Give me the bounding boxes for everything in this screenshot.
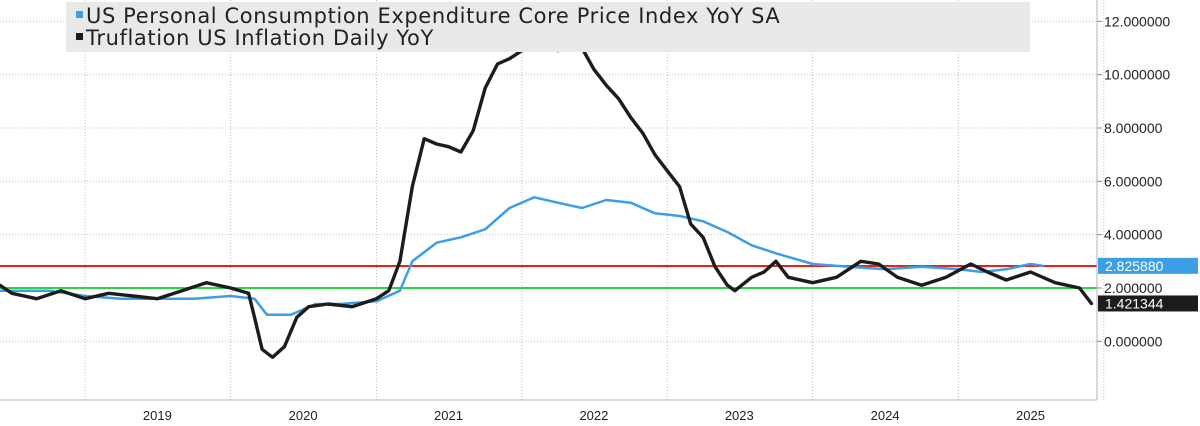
- y-axis: 0.000000 2.000000 4.000000 6.000000 8.000000…: [1097, 13, 1170, 349]
- reference-lines: [0, 264, 1097, 289]
- y-tick-label-6: 12.000000: [1104, 13, 1170, 29]
- legend: [66, 2, 1030, 52]
- series-line-0: [0, 196, 1045, 316]
- x-tick-label-2021: 2021: [434, 408, 463, 423]
- x-tick-label-2019: 2019: [143, 408, 172, 423]
- grid: [0, 0, 1105, 400]
- legend-swatch-truflation: [76, 32, 83, 40]
- x-tick-label-2025: 2025: [1016, 408, 1045, 423]
- legend-item-truflation: Truflation US Inflation Daily YoY: [76, 26, 434, 50]
- y-tick-label-5: 10.000000: [1104, 67, 1170, 83]
- x-tick-label-2020: 2020: [289, 408, 318, 423]
- x-axis: 2019 2020 2021 2022 2023 2024 2025: [143, 408, 1045, 423]
- x-tick-label-2023: 2023: [725, 408, 754, 423]
- y-tick-label-2: 4.000000: [1104, 227, 1163, 243]
- y-tick-label-3: 6.000000: [1104, 173, 1163, 189]
- legend-label-pce: US Personal Consumption Expenditure Core…: [86, 4, 781, 28]
- value-badge-label-1: 1.421344: [1105, 295, 1164, 311]
- value-badges: 2.825880 1.421344: [1098, 257, 1198, 312]
- value-badge-bg-1: [1098, 295, 1198, 312]
- y-tick-label-4: 8.000000: [1104, 120, 1163, 136]
- legend-label-truflation: Truflation US Inflation Daily YoY: [86, 26, 434, 50]
- legend-item-pce: US Personal Consumption Expenditure Core…: [76, 4, 780, 28]
- y-tick-label-1: 2.000000: [1104, 280, 1163, 296]
- value-badge-label-0: 2.825880: [1105, 258, 1164, 274]
- value-badge-arrow-0: [1098, 260, 1103, 271]
- legend-swatch-pce: [76, 10, 83, 18]
- value-badge-arrow-1: [1098, 298, 1103, 309]
- value-badge-bg-0: [1098, 257, 1198, 274]
- y-tick-label-0: 0.000000: [1104, 333, 1163, 349]
- x-tick-label-2022: 2022: [579, 408, 608, 423]
- x-tick-label-2024: 2024: [871, 408, 900, 423]
